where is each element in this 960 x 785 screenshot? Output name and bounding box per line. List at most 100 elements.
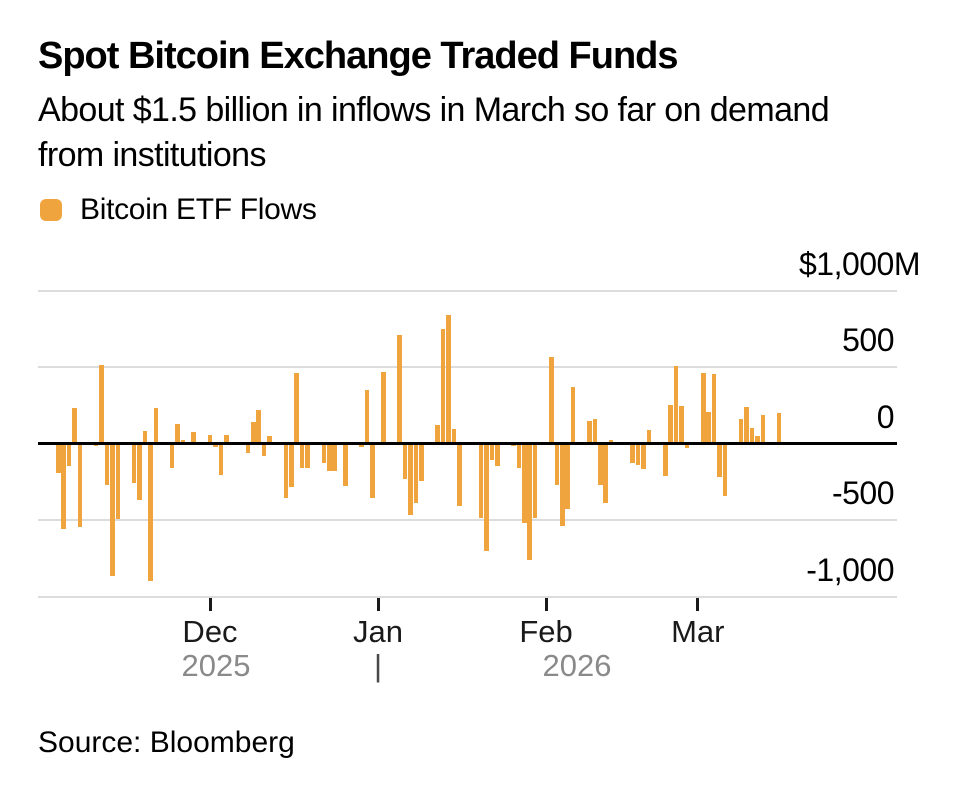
flow-bar: [419, 443, 424, 482]
flow-bar: [635, 443, 641, 465]
flow-bar: [251, 421, 256, 444]
flow-bar: [722, 443, 728, 496]
flow-bar: [603, 443, 608, 503]
flow-bar: [267, 436, 272, 444]
x-axis-label-feb: Feb: [519, 614, 573, 649]
flow-bar: [131, 443, 137, 483]
x-tick-feb: [544, 598, 548, 611]
flow-bar: [364, 389, 370, 444]
flow-bar: [66, 443, 72, 466]
flow-bar: [717, 443, 722, 478]
x-tick-dec: [208, 598, 212, 611]
flow-bar: [673, 366, 679, 444]
flow-bar: [180, 439, 186, 444]
flow-bar: [332, 443, 337, 472]
flow-bar: [169, 443, 175, 468]
flow-bar: [191, 432, 197, 444]
flow-bar: [662, 443, 668, 476]
chart-title: Spot Bitcoin Exchange Traded Funds: [38, 35, 679, 77]
flow-bar: [668, 404, 673, 444]
flow-bar: [570, 386, 576, 444]
year-label-2025: 2025: [181, 648, 251, 683]
flow-bar: [299, 443, 305, 469]
flow-bar: [565, 443, 570, 509]
flow-bar: [110, 443, 115, 577]
flow-bar: [223, 434, 229, 444]
flow-bar: [532, 443, 538, 518]
y-axis-label-0: 0: [876, 398, 895, 435]
gridline-1000: [38, 289, 897, 292]
flow-bar: [289, 443, 294, 487]
flow-bar: [321, 443, 327, 464]
flow-bar: [560, 443, 565, 527]
y-axis-label-500: 500: [842, 322, 894, 358]
flow-bar: [706, 411, 711, 444]
flow-bar: [711, 373, 717, 444]
flow-bar: [55, 443, 61, 473]
flow-bar: [326, 443, 332, 471]
flow-bar: [608, 439, 614, 444]
flow-bar: [175, 423, 180, 444]
flow-bar: [440, 328, 446, 444]
flow-bar: [397, 334, 402, 444]
flow-bar: [294, 373, 299, 444]
flow-bar: [516, 443, 522, 468]
flow-bar: [522, 443, 527, 523]
flow-bar: [153, 408, 159, 444]
flow-bar: [305, 443, 310, 469]
gridline--1000: [38, 595, 897, 598]
flow-bar: [554, 443, 560, 486]
gridline-500: [38, 366, 897, 368]
flow-bar: [744, 406, 749, 444]
legend-swatch-icon: [40, 199, 62, 221]
x-tick-mar: [696, 598, 700, 611]
y-axis-label-1000: $1,000M: [798, 245, 921, 282]
flow-bar: [494, 443, 500, 467]
flow-bar: [207, 434, 213, 444]
flow-bar: [104, 443, 110, 486]
flow-bar: [408, 443, 413, 516]
x-tick-jan: [376, 598, 380, 611]
flow-bar: [592, 418, 598, 444]
flow-bar: [760, 415, 766, 444]
flow-bar: [641, 443, 646, 470]
flow-bar: [451, 428, 457, 444]
flow-bar: [549, 357, 554, 444]
flow-bar: [381, 371, 386, 444]
x-axis-label-mar: Mar: [671, 614, 725, 649]
flow-bar: [402, 443, 408, 480]
flow-bar: [489, 443, 495, 460]
flow-bar: [679, 405, 684, 444]
flow-bar: [776, 413, 782, 444]
flow-bar: [283, 443, 289, 499]
flow-bar: [646, 430, 652, 444]
flow-bar: [245, 443, 251, 453]
year-label-2026: 2026: [542, 648, 612, 683]
flow-bar: [359, 443, 365, 447]
year-divider: |: [373, 648, 383, 683]
flow-bar: [61, 443, 66, 530]
flow-bar: [527, 443, 533, 560]
flow-bar: [484, 443, 489, 552]
x-axis-label-dec: Dec: [182, 614, 238, 649]
flow-bar: [749, 427, 755, 444]
flow-bar: [137, 443, 142, 501]
source-caption: Source: Bloomberg: [38, 726, 295, 759]
chart-subtitle-line-2: from institutions: [38, 136, 266, 174]
flow-bar: [256, 409, 262, 444]
flow-bar: [446, 314, 451, 444]
flow-bar: [261, 443, 267, 456]
flow-bar: [700, 372, 706, 444]
flow-bar: [218, 443, 224, 475]
flow-bar: [478, 443, 484, 518]
legend-label: Bitcoin ETF Flows: [80, 193, 317, 226]
y-axis-label--500: -500: [831, 475, 895, 511]
flow-bar: [413, 443, 419, 503]
x-axis-label-jan: Jan: [353, 614, 404, 649]
flow-bar: [99, 364, 104, 444]
flow-bar: [630, 443, 636, 464]
flow-bar: [370, 443, 375, 498]
zero-baseline: [38, 442, 897, 445]
